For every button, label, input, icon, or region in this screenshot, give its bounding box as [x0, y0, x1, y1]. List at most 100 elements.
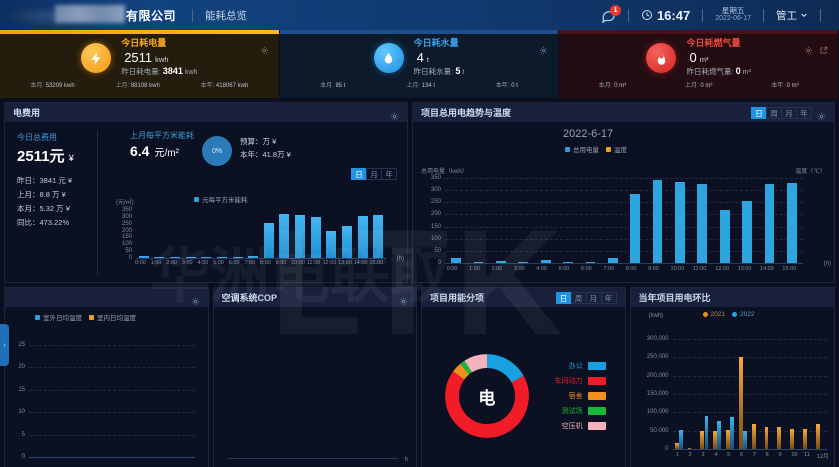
donut-slice[interactable]: [453, 363, 470, 380]
time-range-tabs[interactable]: 日 月 年: [351, 168, 397, 180]
panel-energy-breakdown: 项目用能分项 日 周 月 年 电 办公车间动力宿舍测试场空压机: [421, 287, 626, 467]
legend-label: 空压机: [561, 423, 583, 430]
gear-icon[interactable]: [260, 42, 269, 55]
user-menu[interactable]: 管工: [776, 8, 808, 23]
kpi-sub-label: 昨日耗水量: [413, 66, 452, 76]
gridline: [672, 339, 827, 340]
legend-item[interactable]: 宿舍: [555, 391, 606, 401]
cost-stat: 昨日：3841 元 ¥: [17, 176, 73, 185]
company-logo: [55, 5, 125, 23]
edit-icon[interactable]: [819, 42, 828, 54]
x-tick: 15:00: [782, 266, 797, 272]
donut-slice[interactable]: [486, 354, 524, 383]
vertical-divider: [97, 130, 98, 274]
legend-swatch: [89, 314, 94, 320]
budget-label: 预算：万 ¥: [240, 137, 277, 146]
kpi-footer: 本月: 85 t 上月: 134 t 本年: 0 t: [280, 80, 559, 89]
legend-label: 2021: [710, 311, 725, 318]
legend-item[interactable]: 测试场: [555, 406, 606, 416]
electricity-icon: [81, 43, 112, 73]
footer-stat: 上月: 134 t: [406, 83, 436, 89]
y-tick: 50: [125, 248, 132, 255]
panel-title: 项目用能分项: [430, 293, 485, 303]
cost-stat-list: 昨日：3841 元 ¥ 上月：8.8 万 ¥ 本月：5.32 万 ¥ 同比：47…: [17, 174, 97, 230]
tab-year[interactable]: 年: [381, 168, 397, 180]
bar: [154, 257, 165, 258]
x-axis-label: h: [404, 457, 408, 463]
y-tick: 300: [121, 213, 132, 220]
legend-item[interactable]: 办公: [555, 361, 606, 371]
y-axis-right-label: 温度（℃）: [795, 169, 826, 175]
cop-line-chart: [227, 458, 398, 459]
bar: [279, 214, 290, 258]
message-icon[interactable]: 1: [601, 4, 621, 24]
time-range-tabs[interactable]: 日 周 月 年: [555, 291, 617, 304]
legend-item[interactable]: 空压机: [555, 421, 606, 431]
x-tick: 3:00: [513, 266, 525, 272]
y-tick: 250: [121, 220, 132, 227]
y-tick: 0: [665, 446, 669, 452]
x-tick: 1:00: [469, 266, 480, 272]
legend-item[interactable]: 车间动力: [555, 376, 606, 386]
panel-electricity-cost: 电费用 今日总费用 2511元 ¥ 昨日：3841 元 ¥ 上月：8.8 万 ¥…: [4, 102, 408, 283]
tab-year[interactable]: 年: [796, 106, 812, 119]
y-tick: 300: [430, 187, 441, 194]
per-sqm-unit: 元/m²: [154, 148, 179, 159]
x-tick: 0:00: [135, 260, 146, 266]
bar-2022: [704, 416, 709, 449]
tab-month[interactable]: 月: [366, 168, 382, 180]
x-tick: 10: [791, 452, 798, 458]
logo-swoosh-icon: [8, 8, 68, 28]
gridline: [672, 357, 827, 359]
kpi-title: 今日耗燃气量: [686, 38, 741, 49]
tab-week[interactable]: 周: [570, 291, 587, 304]
bar: [742, 200, 752, 263]
footer-stat: 上月: 88108 kwh: [115, 83, 160, 89]
bar: [652, 179, 663, 263]
x-axis: [29, 457, 195, 458]
bar: [326, 231, 337, 258]
legend-swatch: [35, 314, 40, 320]
nav-item-energy-overview[interactable]: 能耗总览: [205, 9, 247, 22]
today-cost-value: 2511元 ¥: [17, 148, 74, 165]
kpi-sub-label: 昨日耗燃气量: [686, 66, 732, 76]
bar: [518, 261, 529, 263]
gear-icon[interactable]: [804, 42, 813, 55]
legend-item: 室内日均温度: [89, 312, 136, 322]
tab-month[interactable]: 月: [585, 291, 602, 304]
donut-slice[interactable]: [445, 371, 529, 438]
tab-day[interactable]: 日: [751, 106, 767, 119]
y-tick: 250,000: [646, 354, 669, 361]
time-range-tabs[interactable]: 日 周 月 年: [751, 106, 812, 119]
donut-center-label: 电: [478, 388, 496, 408]
cost-stat: 同比：473.22%: [17, 217, 70, 227]
gridline: [445, 238, 803, 240]
tab-week[interactable]: 周: [766, 106, 782, 119]
bar: [451, 257, 462, 263]
company-name: 有限公司: [126, 9, 177, 23]
bar: [540, 260, 551, 263]
bar-2021: [815, 424, 820, 449]
clock-icon: [641, 10, 652, 20]
x-tick: 9: [778, 452, 782, 458]
tab-day[interactable]: 日: [555, 291, 572, 304]
tab-month[interactable]: 月: [781, 106, 797, 119]
x-tick: 3:00: [181, 260, 193, 266]
gridline: [29, 434, 195, 436]
gear-icon[interactable]: [539, 42, 548, 55]
x-axis-label: (h): [823, 261, 831, 267]
gear-icon[interactable]: [191, 293, 200, 306]
sidebar-collapse-handle[interactable]: ›: [0, 324, 9, 366]
donut-slice[interactable]: [460, 360, 472, 375]
energy-donut-chart: 电: [441, 350, 533, 442]
tab-day[interactable]: 日: [351, 168, 367, 180]
gear-icon[interactable]: [390, 108, 399, 121]
donut-slice[interactable]: [464, 354, 488, 373]
gear-icon[interactable]: [399, 293, 408, 306]
gear-icon[interactable]: [817, 108, 826, 121]
tab-year[interactable]: 年: [600, 291, 617, 304]
kpi-sub-value: 5: [455, 65, 461, 76]
y-tick: 200,000: [646, 372, 669, 379]
bar: [473, 261, 484, 263]
card-accent-bar: [559, 30, 839, 34]
